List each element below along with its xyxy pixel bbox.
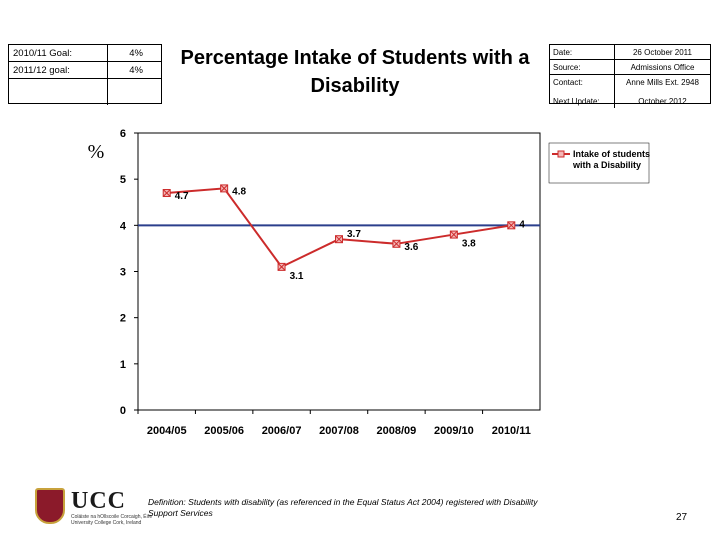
y-axis-label: % [88, 141, 105, 163]
data-point [162, 189, 171, 198]
series-line [166, 187, 512, 269]
definition-text: Definition: Students with disability (as… [148, 497, 538, 518]
goal-row: 2010/11 Goal: 4% [9, 45, 161, 62]
info-key: Contact: [550, 74, 615, 89]
x-tick-label: 2007/08 [319, 425, 359, 437]
info-box: Date: 26 October 2011 Source: Admissions… [549, 44, 711, 108]
data-label: 4.8 [232, 186, 246, 197]
goal-row: 2011/12 goal: 4% [9, 61, 161, 79]
marker-cross [277, 263, 286, 271]
marker-cross [392, 239, 401, 248]
info-key: Date: [550, 45, 615, 60]
info-row: Date: 26 October 2011 [550, 45, 710, 60]
plot-area [137, 132, 541, 411]
goal-row-empty [9, 78, 161, 105]
marker-cross [507, 221, 516, 230]
y-tick-label: 2 [120, 313, 126, 325]
y-tick-label: 5 [120, 174, 126, 186]
y-tick-label: 3 [120, 267, 126, 279]
data-point [335, 235, 343, 244]
x-tick-label: 2005/06 [204, 425, 244, 437]
info-value: October 2012 [638, 96, 687, 106]
data-label: 3.6 [404, 242, 418, 253]
page-number: 27 [676, 512, 688, 523]
logo-subtitle: Coláiste na hOllscoile Corcaigh, Éire [71, 514, 153, 520]
data-label: 3.8 [462, 239, 476, 250]
data-point [277, 262, 286, 271]
data-labels: 4.7 4.8 3.1 3.7 3.6 3.8 4 [175, 186, 526, 281]
goal-value: 4% [107, 45, 161, 62]
info-row: Source: Admissions Office [550, 59, 710, 75]
info-value: Admissions Office [614, 59, 710, 75]
goal-label: 2011/12 goal: [9, 61, 109, 79]
crest-icon [35, 488, 65, 524]
y-tick-label: 1 [120, 359, 126, 371]
goal-table: 2010/11 Goal: 4% 2011/12 goal: 4% [9, 45, 161, 105]
y-tick-label: 6 [120, 128, 126, 140]
info-value: Anne Mills Ext. 2948 [626, 77, 699, 87]
legend-label: Intake of students [573, 149, 650, 159]
x-tick-label: 2009/10 [434, 425, 474, 437]
data-point [507, 221, 516, 230]
x-tick-label: 2006/07 [262, 425, 302, 437]
logo-subtitle: University College Cork, Ireland [71, 520, 142, 526]
x-tick-label: 2008/09 [377, 425, 417, 437]
data-label: 3.1 [290, 271, 304, 282]
data-point [449, 230, 458, 239]
y-tick-label: 0 [120, 405, 126, 417]
series-group [162, 184, 516, 271]
ucc-logo: UCC Coláiste na hOllscoile Corcaigh, Éir… [35, 488, 160, 528]
x-tick-label: 2004/05 [147, 425, 187, 437]
data-label: 4.7 [175, 191, 189, 202]
info-table: Date: 26 October 2011 Source: Admissions… [550, 45, 710, 108]
x-tick-label: 2010/11 [492, 425, 531, 437]
data-label: 4 [519, 219, 525, 230]
goal-value: 4% [107, 61, 161, 79]
marker-cross [335, 235, 343, 244]
logo-wordmark: UCC [71, 488, 126, 514]
marker-cross [450, 230, 458, 239]
info-key: Next Update: [550, 89, 615, 108]
marker-cross [220, 184, 228, 193]
info-row: Contact: Anne Mills Ext. 2948 [550, 74, 710, 89]
data-label: 3.7 [347, 229, 361, 240]
plot-frame [137, 132, 541, 411]
page-title: Percentage Intake of Students with a Dis… [180, 47, 530, 97]
y-axis: 0 1 2 3 4 5 6 [120, 128, 138, 417]
data-point [220, 184, 229, 193]
legend-label: with a Disability [572, 160, 641, 170]
goal-label: 2010/11 Goal: [9, 45, 109, 62]
info-key: Source: [550, 59, 615, 75]
marker-cross [162, 189, 171, 197]
data-point [392, 239, 401, 248]
legend-box [548, 142, 650, 184]
x-axis: 2004/05 2005/06 2006/07 2007/08 2008/09 2009/… [137, 410, 531, 437]
goal-box: 2010/11 Goal: 4% 2011/12 goal: 4% [8, 44, 162, 105]
info-value: 26 October 2011 [614, 45, 710, 60]
y-tick-label: 4 [120, 220, 127, 232]
legend-marker [557, 150, 565, 158]
info-row: Next Update: October 2012 [550, 89, 710, 108]
